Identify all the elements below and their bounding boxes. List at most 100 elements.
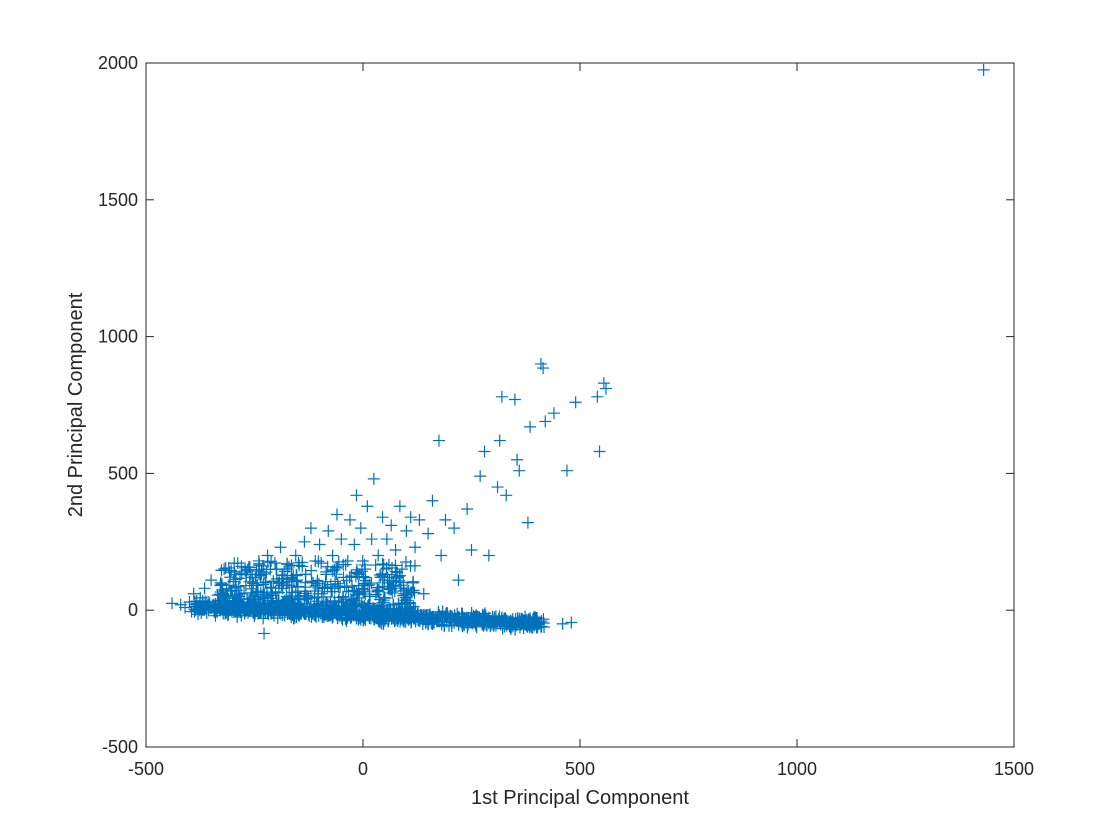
y-tick-label: -500 — [102, 737, 138, 757]
data-point — [343, 604, 356, 617]
data-point — [387, 598, 400, 611]
data-point — [258, 627, 271, 640]
data-point — [351, 588, 364, 601]
data-point — [332, 580, 345, 593]
data-point — [443, 612, 456, 625]
data-point — [293, 559, 306, 572]
data-point — [189, 600, 202, 613]
x-tick-label: 0 — [358, 759, 368, 779]
data-point — [409, 541, 422, 554]
data-point — [500, 489, 513, 502]
data-point — [289, 549, 302, 562]
data-point — [302, 608, 315, 621]
data-point — [214, 576, 227, 589]
data-point — [367, 472, 380, 485]
data-point — [422, 527, 435, 540]
data-point — [504, 620, 517, 633]
data-point — [391, 566, 404, 579]
data-point — [419, 613, 432, 626]
data-point — [383, 582, 396, 595]
data-point — [259, 576, 272, 589]
data-point — [339, 593, 352, 606]
data-point — [417, 587, 430, 600]
data-point — [402, 613, 415, 626]
data-point — [376, 570, 389, 583]
axis-ticks: -500 0 500 1000 1500 -500 0 500 1000 1500 2000 — [98, 53, 1034, 779]
data-point — [448, 522, 461, 535]
data-point — [478, 445, 491, 458]
data-point — [294, 601, 307, 614]
data-point — [227, 575, 240, 588]
data-point — [398, 587, 411, 600]
data-point — [341, 554, 354, 567]
data-point — [378, 591, 391, 604]
data-point — [275, 602, 288, 615]
data-point — [372, 549, 385, 562]
data-point — [560, 464, 573, 477]
data-point — [235, 560, 248, 573]
plot-frame — [145, 62, 1015, 748]
data-point — [396, 563, 409, 576]
data-point — [600, 382, 613, 395]
data-point — [300, 593, 313, 606]
data-point — [539, 415, 552, 428]
data-point — [593, 445, 606, 458]
data-point — [291, 585, 304, 598]
scatter-points — [166, 63, 990, 640]
x-tick-label: 500 — [565, 759, 595, 779]
data-point — [213, 588, 226, 601]
data-point — [241, 563, 254, 576]
data-point — [207, 598, 220, 611]
data-point — [404, 511, 417, 524]
data-point — [337, 571, 350, 584]
data-point — [213, 604, 226, 617]
data-point — [357, 609, 369, 622]
data-point — [326, 549, 339, 562]
data-point — [353, 591, 366, 604]
data-point — [268, 609, 281, 622]
data-point — [358, 577, 371, 590]
data-point — [228, 603, 241, 616]
y-tick-label: 2000 — [98, 53, 138, 73]
data-point — [233, 590, 246, 603]
data-point — [378, 612, 391, 625]
data-point — [432, 434, 445, 447]
data-point — [237, 598, 250, 611]
data-point — [335, 533, 348, 546]
data-point — [291, 599, 304, 612]
data-point — [278, 565, 291, 578]
data-point — [408, 559, 421, 572]
data-point — [369, 559, 382, 572]
data-point — [439, 513, 452, 526]
data-point — [346, 601, 359, 614]
data-point — [246, 571, 259, 584]
data-point — [359, 563, 372, 576]
data-point — [232, 596, 245, 609]
data-point — [365, 533, 378, 546]
data-point — [312, 597, 325, 610]
data-point — [228, 557, 241, 570]
y-axis-label: 2nd Principal Component — [65, 292, 87, 517]
data-point — [386, 580, 399, 593]
data-point — [565, 616, 578, 629]
data-point — [219, 562, 232, 575]
data-point — [495, 390, 508, 403]
data-point — [278, 605, 291, 618]
data-point — [242, 603, 255, 616]
data-point — [474, 470, 487, 483]
data-point — [370, 604, 383, 617]
data-point — [330, 508, 343, 521]
data-point — [389, 544, 402, 557]
data-point — [465, 544, 478, 557]
data-point — [537, 362, 550, 375]
data-point — [433, 609, 446, 622]
y-tick-label: 1000 — [98, 327, 138, 347]
data-point — [224, 585, 237, 598]
data-point — [166, 597, 179, 610]
data-point — [265, 587, 278, 600]
data-point — [376, 511, 389, 524]
data-point — [187, 587, 200, 600]
data-point — [284, 593, 297, 606]
data-point — [231, 611, 244, 624]
data-point — [385, 519, 398, 532]
